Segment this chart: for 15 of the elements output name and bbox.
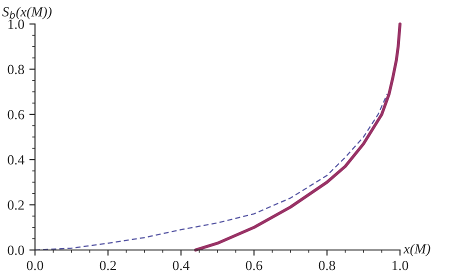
y-tick-label: 0.2 [8,200,24,210]
y-tick-label: 0.4 [8,155,24,165]
x-tick-label: 0.2 [100,260,116,270]
x-axis-title: x(M) [403,244,430,256]
x-tick-label: 0.8 [318,260,336,270]
y-axis-title: S$_{b}$(x(M)) [2,6,52,20]
y-tick-label: 1.0 [8,20,24,30]
y-tick-label: 0.6 [8,110,24,120]
line-series [194,22,402,252]
x-tick-label: 1.0 [392,260,408,270]
x-tick-label: 0.0 [26,260,44,270]
y-tick-label: 0.8 [8,64,24,74]
y-tick-label: 0.0 [8,246,24,256]
x-tick-label: 0.6 [246,260,262,270]
x-tick-label: 0.4 [172,260,190,270]
